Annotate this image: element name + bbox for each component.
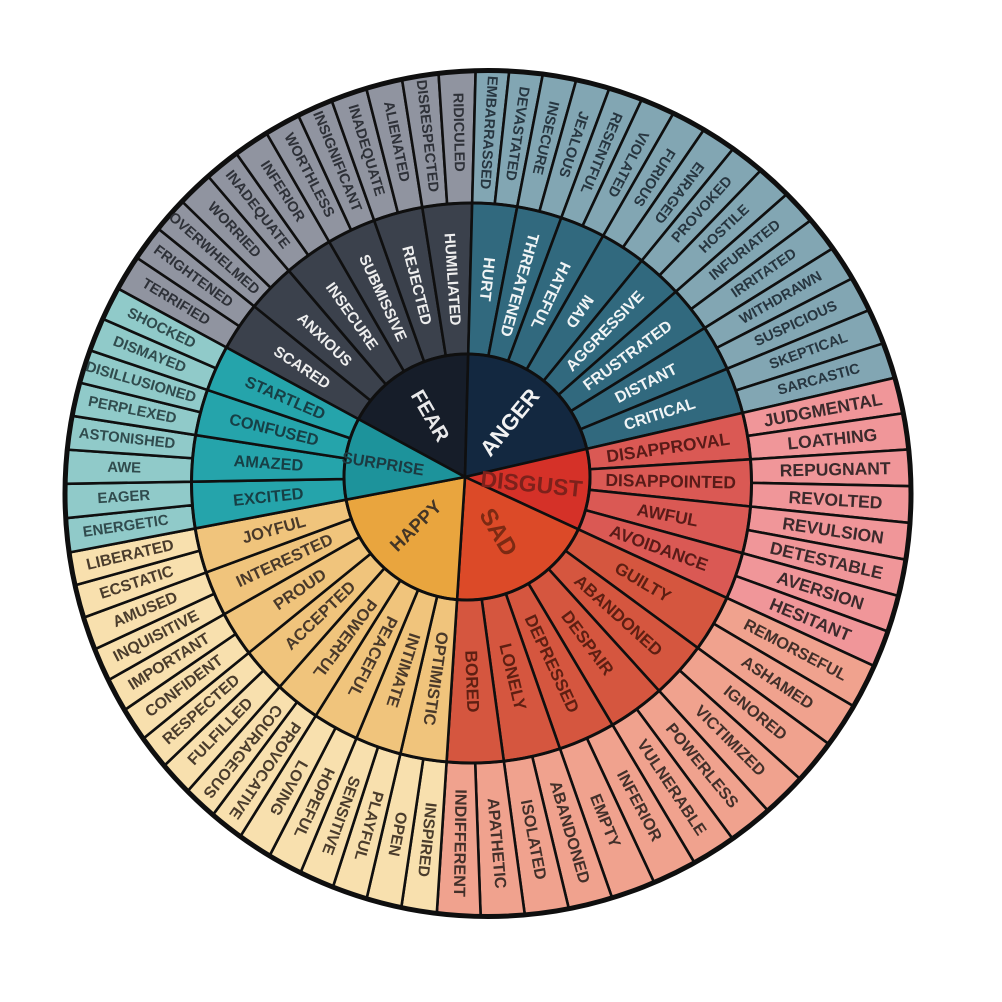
svg-text:EMBARRASSED: EMBARRASSED	[476, 75, 500, 189]
svg-text:HUMILIATED: HUMILIATED	[440, 232, 463, 325]
svg-text:EAGER: EAGER	[97, 488, 151, 507]
svg-text:INDIFFERENT: INDIFFERENT	[450, 789, 470, 897]
svg-text:DISAPPOINTED: DISAPPOINTED	[605, 470, 736, 493]
svg-text:AWE: AWE	[107, 460, 141, 477]
svg-text:BORED: BORED	[461, 650, 483, 713]
svg-text:REPUGNANT: REPUGNANT	[780, 458, 892, 480]
svg-text:RIDICULED: RIDICULED	[449, 93, 467, 172]
svg-text:AMAZED: AMAZED	[233, 452, 304, 475]
svg-text:HURT: HURT	[476, 256, 498, 302]
